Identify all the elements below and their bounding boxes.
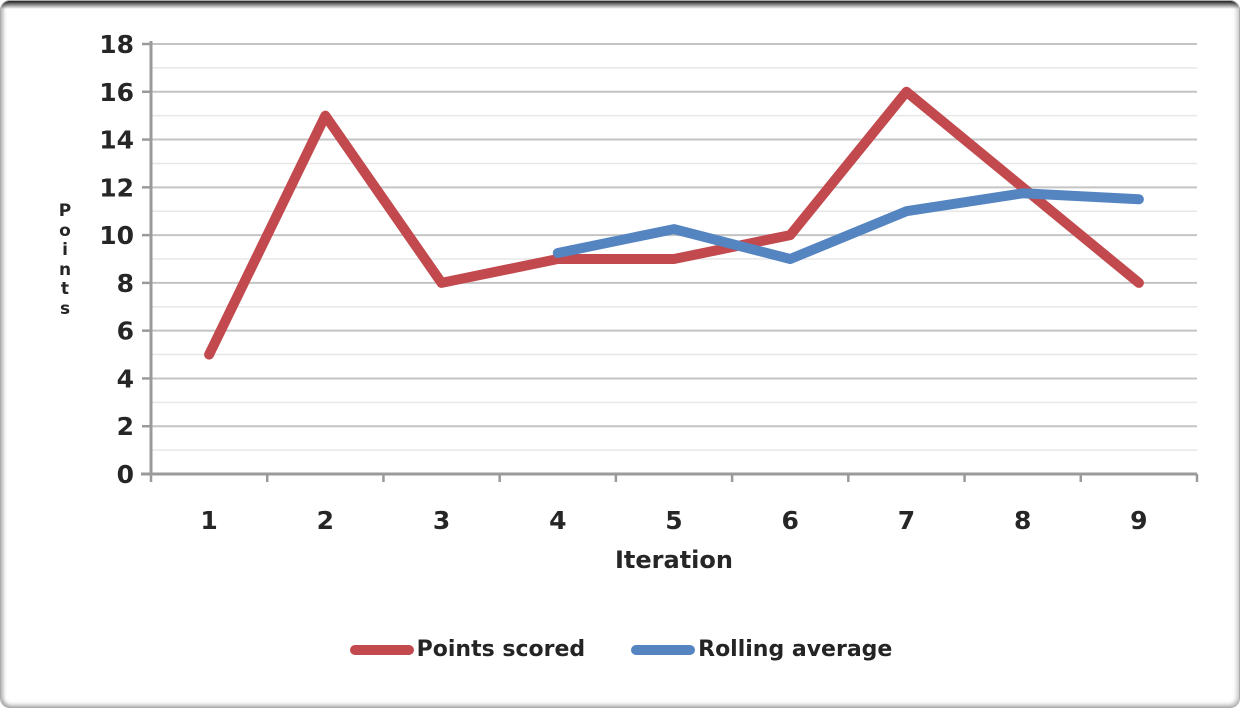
legend-swatch [631,644,696,655]
x-tick-label: 5 [665,506,682,535]
legend: Points scored Rolling average [1,637,1239,662]
x-tick-label: 8 [1014,506,1031,535]
y-tick-label: 16 [99,78,134,107]
legend-item-points-scored: Points scored [349,637,586,662]
legend-label: Points scored [416,637,586,662]
y-axis-title: P o i n t s [58,201,72,319]
series-line-rolling-average [552,188,1144,264]
x-tick-label: 9 [1130,506,1147,535]
x-tick-label: 4 [549,506,566,535]
x-tick-label: 3 [433,506,450,535]
legend-label: Rolling average [698,637,893,662]
x-tick-label: 7 [898,506,915,535]
y-tick-label: 8 [117,269,134,298]
y-tick-label: 10 [99,221,134,250]
series-line-points-scored [204,86,1144,360]
x-tick-label: 2 [317,506,334,535]
x-tick-label: 1 [200,506,217,535]
y-tick-label: 4 [117,364,134,393]
y-tick-label: 0 [117,460,134,489]
y-tick-label: 6 [117,317,134,346]
x-axis-title: Iteration [615,546,733,574]
y-tick-label: 14 [99,126,134,155]
legend-item-rolling-average: Rolling average [631,637,892,662]
x-tick-label: 6 [782,506,799,535]
y-tick-label: 2 [117,412,134,441]
y-tick-label: 12 [99,173,134,202]
y-tick-label: 18 [99,30,134,59]
legend-swatch [349,644,414,655]
